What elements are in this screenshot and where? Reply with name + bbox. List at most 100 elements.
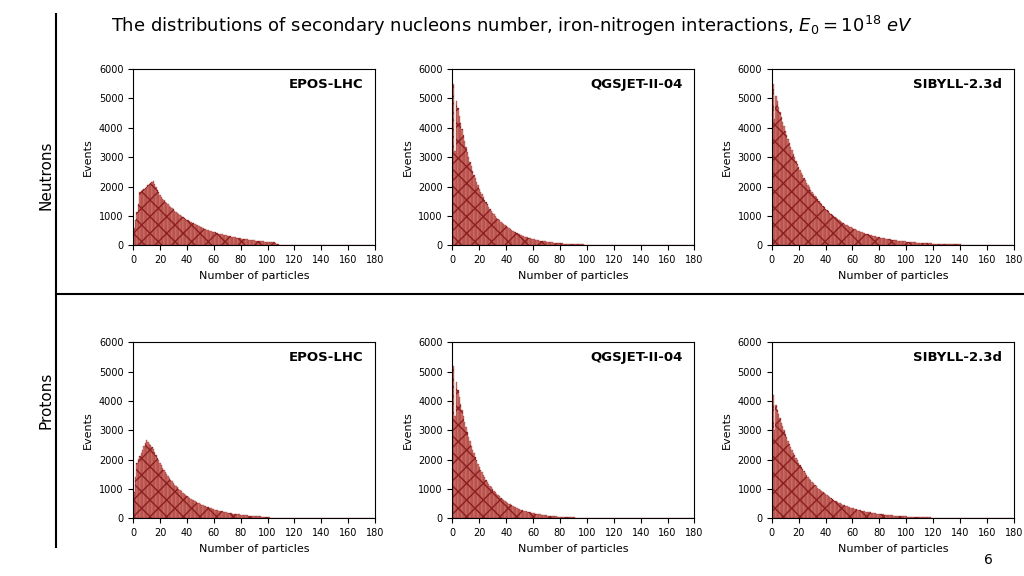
Bar	[848, 507, 849, 518]
Bar	[186, 219, 187, 245]
Bar	[145, 187, 147, 245]
Bar	[797, 460, 798, 518]
Bar	[937, 244, 938, 245]
Bar	[860, 232, 861, 245]
Bar	[143, 189, 144, 245]
Bar	[518, 234, 519, 245]
Bar	[918, 242, 919, 245]
Bar	[242, 238, 243, 245]
Bar	[926, 243, 927, 245]
Bar	[182, 217, 183, 245]
Bar	[905, 517, 907, 518]
Bar	[904, 241, 905, 245]
Bar	[536, 240, 537, 245]
Bar	[253, 516, 255, 518]
Bar	[518, 509, 519, 518]
Bar	[858, 231, 860, 245]
Bar	[826, 210, 827, 245]
Bar	[934, 244, 935, 245]
Text: SIBYLL-2.3d: SIBYLL-2.3d	[912, 351, 1001, 364]
Bar	[808, 185, 809, 245]
Bar	[849, 227, 851, 245]
Bar	[214, 510, 216, 518]
Bar	[907, 242, 908, 245]
Bar	[508, 228, 510, 245]
Bar	[538, 240, 540, 245]
Bar	[185, 219, 186, 245]
Bar	[549, 516, 550, 518]
Bar	[459, 116, 460, 245]
Bar	[918, 517, 919, 518]
Bar	[866, 234, 868, 245]
Bar	[145, 440, 147, 518]
Bar	[486, 204, 488, 245]
Bar	[504, 225, 506, 245]
Bar	[880, 237, 882, 245]
Bar	[147, 442, 148, 518]
Bar	[883, 514, 884, 518]
Bar	[806, 475, 808, 518]
Text: QGSJET-II-04: QGSJET-II-04	[590, 78, 682, 91]
Bar	[559, 243, 561, 245]
Bar	[869, 235, 870, 245]
Bar	[251, 240, 252, 245]
Bar	[529, 238, 531, 245]
Bar	[818, 489, 819, 518]
Bar	[136, 212, 138, 245]
Bar	[475, 179, 476, 245]
Bar	[188, 221, 190, 245]
Bar	[835, 217, 836, 245]
Bar	[512, 231, 514, 245]
Bar	[148, 444, 150, 518]
Bar	[229, 236, 230, 245]
Bar	[827, 211, 829, 245]
Bar	[943, 244, 944, 245]
Bar	[821, 491, 822, 518]
Bar	[776, 101, 778, 245]
Bar	[947, 244, 948, 245]
Bar	[269, 242, 271, 245]
Bar	[196, 225, 197, 245]
Bar	[912, 517, 913, 518]
Bar	[226, 513, 228, 518]
Bar	[778, 107, 779, 245]
Bar	[502, 223, 503, 245]
Bar	[908, 517, 909, 518]
X-axis label: Number of particles: Number of particles	[518, 544, 629, 554]
Bar	[175, 212, 177, 245]
Bar	[782, 122, 783, 245]
Bar	[157, 457, 158, 518]
Bar	[930, 517, 931, 518]
Bar	[188, 498, 190, 518]
Bar	[551, 516, 553, 518]
Bar	[564, 517, 566, 518]
Bar	[463, 135, 464, 245]
X-axis label: Number of particles: Number of particles	[199, 544, 309, 554]
Bar	[521, 510, 523, 518]
Bar	[542, 241, 543, 245]
Bar	[516, 508, 518, 518]
Bar	[485, 202, 486, 245]
Bar	[196, 502, 197, 518]
Bar	[790, 147, 792, 245]
Bar	[230, 513, 231, 518]
Bar	[248, 516, 250, 518]
Bar	[157, 190, 158, 245]
Bar	[152, 182, 153, 245]
Bar	[862, 233, 864, 245]
Bar	[222, 511, 224, 518]
Bar	[804, 178, 805, 245]
Bar	[897, 516, 899, 518]
Bar	[183, 494, 185, 518]
Bar	[583, 244, 584, 245]
Bar	[142, 190, 143, 245]
Bar	[187, 497, 188, 518]
Bar	[568, 517, 570, 518]
Bar	[244, 515, 246, 518]
Bar	[507, 228, 508, 245]
Bar	[175, 486, 177, 518]
Bar	[498, 495, 499, 518]
Bar	[840, 221, 841, 245]
Bar	[796, 161, 797, 245]
Bar	[540, 241, 541, 245]
